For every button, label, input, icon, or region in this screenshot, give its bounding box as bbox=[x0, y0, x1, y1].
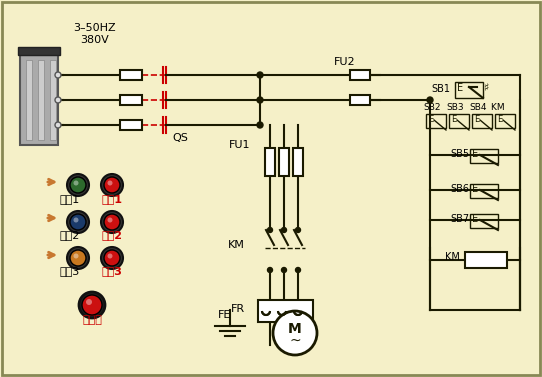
Bar bbox=[50, 60, 56, 140]
Circle shape bbox=[74, 253, 79, 259]
Circle shape bbox=[74, 181, 79, 185]
Circle shape bbox=[70, 177, 86, 193]
Circle shape bbox=[257, 97, 263, 103]
Text: E: E bbox=[497, 115, 502, 124]
Text: 启剈3: 启剈3 bbox=[60, 266, 80, 276]
Circle shape bbox=[281, 268, 287, 273]
Bar bbox=[449, 114, 469, 128]
Circle shape bbox=[268, 227, 273, 233]
Bar bbox=[293, 148, 303, 176]
Bar bbox=[465, 252, 507, 268]
Circle shape bbox=[74, 218, 79, 222]
Circle shape bbox=[86, 299, 92, 305]
Circle shape bbox=[70, 250, 86, 266]
Circle shape bbox=[82, 295, 102, 315]
Bar bbox=[265, 148, 275, 176]
Text: KM: KM bbox=[491, 103, 511, 112]
Circle shape bbox=[268, 268, 273, 273]
Text: E: E bbox=[472, 214, 478, 224]
Circle shape bbox=[67, 211, 89, 233]
Circle shape bbox=[107, 181, 113, 185]
Circle shape bbox=[257, 122, 263, 128]
Circle shape bbox=[101, 211, 123, 233]
Text: FR: FR bbox=[231, 304, 245, 314]
Circle shape bbox=[273, 311, 317, 355]
Text: 总停止: 总停止 bbox=[82, 315, 102, 325]
Circle shape bbox=[104, 214, 120, 230]
Text: ~: ~ bbox=[289, 334, 301, 348]
Bar bbox=[258, 300, 313, 322]
Text: E: E bbox=[472, 149, 478, 159]
Bar bbox=[120, 95, 142, 105]
Text: ♯: ♯ bbox=[483, 83, 488, 93]
Circle shape bbox=[257, 72, 263, 78]
Circle shape bbox=[104, 177, 120, 193]
Text: FU2: FU2 bbox=[334, 57, 356, 67]
Bar bbox=[495, 114, 515, 128]
Circle shape bbox=[67, 174, 89, 196]
Bar bbox=[350, 70, 370, 80]
Text: SB6: SB6 bbox=[450, 184, 469, 194]
Circle shape bbox=[427, 97, 433, 103]
Bar bbox=[470, 149, 498, 163]
Bar bbox=[279, 148, 289, 176]
Bar bbox=[470, 184, 498, 198]
Text: FU1: FU1 bbox=[229, 140, 250, 150]
Bar bbox=[120, 120, 142, 130]
Circle shape bbox=[295, 268, 300, 273]
Circle shape bbox=[107, 253, 113, 259]
Bar bbox=[120, 70, 142, 80]
Bar bbox=[38, 60, 44, 140]
Text: SB2: SB2 bbox=[423, 103, 441, 112]
Text: KM: KM bbox=[228, 240, 245, 250]
Text: FE: FE bbox=[218, 310, 231, 320]
Text: E: E bbox=[472, 184, 478, 194]
Text: 停止1: 停止1 bbox=[101, 194, 122, 204]
Bar bbox=[18, 47, 60, 55]
Circle shape bbox=[67, 247, 89, 269]
Circle shape bbox=[55, 97, 61, 103]
Circle shape bbox=[295, 227, 300, 233]
Text: 启剈2: 启剈2 bbox=[60, 230, 80, 240]
Bar bbox=[20, 55, 58, 145]
Text: SB1: SB1 bbox=[431, 84, 450, 94]
Text: 380V: 380V bbox=[81, 35, 109, 45]
Bar bbox=[472, 114, 492, 128]
Circle shape bbox=[107, 218, 113, 222]
Text: 启剈1: 启剈1 bbox=[60, 194, 80, 204]
Circle shape bbox=[55, 122, 61, 128]
Bar bbox=[455, 82, 483, 98]
Circle shape bbox=[104, 250, 120, 266]
Text: QS: QS bbox=[172, 133, 188, 143]
Text: E: E bbox=[451, 115, 456, 124]
Text: 停止2: 停止2 bbox=[101, 230, 122, 240]
Text: 停止3: 停止3 bbox=[101, 266, 122, 276]
Text: SB7: SB7 bbox=[450, 214, 469, 224]
Text: SB5: SB5 bbox=[450, 149, 469, 159]
Text: KM: KM bbox=[445, 252, 460, 262]
Bar bbox=[26, 60, 32, 140]
Circle shape bbox=[101, 174, 123, 196]
Circle shape bbox=[70, 214, 86, 230]
Bar bbox=[350, 95, 370, 105]
Text: E: E bbox=[428, 115, 433, 124]
Circle shape bbox=[101, 247, 123, 269]
Text: SB3: SB3 bbox=[446, 103, 464, 112]
Circle shape bbox=[55, 72, 61, 78]
Circle shape bbox=[79, 292, 105, 318]
Text: E: E bbox=[457, 83, 463, 93]
Text: M: M bbox=[288, 322, 302, 336]
Bar bbox=[470, 214, 498, 228]
Bar bbox=[426, 114, 446, 128]
Circle shape bbox=[281, 227, 287, 233]
Text: E: E bbox=[474, 115, 479, 124]
Text: SB4: SB4 bbox=[469, 103, 487, 112]
Text: 3–50HZ: 3–50HZ bbox=[74, 23, 117, 33]
